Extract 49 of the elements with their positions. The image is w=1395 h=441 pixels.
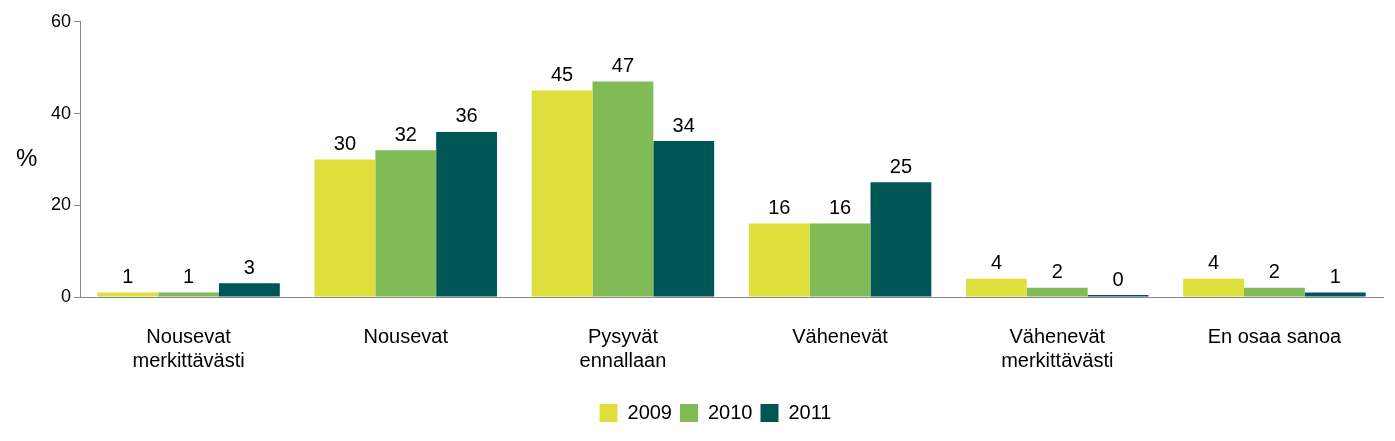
bar [653,141,715,297]
x-tick-label: Nousevat merkittävästi [132,324,245,371]
y-tick-label: 40 [50,102,72,123]
bar [809,223,871,297]
y-tick-label: 20 [50,194,72,215]
data-label: 3 [243,255,255,278]
x-tick-label: Vähenevät [792,324,889,347]
data-label: 1 [122,264,134,287]
data-label: 4 [990,251,1003,274]
data-label: 36 [455,104,478,127]
bar [870,182,932,297]
data-label: 30 [333,131,357,154]
legend-label: 2010 [708,400,753,423]
bar [158,292,220,297]
bar [592,81,654,297]
data-label: 1 [1329,264,1341,287]
x-tick-label: En osaa sanoa [1207,324,1343,347]
bar [219,283,280,297]
legend-label: 2009 [627,400,672,423]
bar [375,150,437,297]
data-label: 45 [551,63,574,86]
data-label: 4 [1208,251,1220,274]
bar [1183,278,1245,297]
bar [1304,292,1366,297]
bar [436,131,497,297]
data-label: 25 [889,154,913,177]
data-label: 0 [1112,267,1124,290]
data-label: 16 [828,196,852,219]
data-label: 2 [1268,260,1280,283]
data-label: 34 [672,113,695,136]
bar [97,292,159,297]
bar [1026,287,1088,297]
data-label: 32 [394,122,417,145]
data-label: 47 [611,53,635,76]
legend-label: 2011 [788,400,832,423]
y-axis-title: % [16,144,38,172]
y-tick-label: 0 [61,285,72,306]
bar [966,278,1027,297]
bar [1244,287,1305,297]
bar [748,223,810,297]
x-tick-label: Vähenevät merkittävästi [1001,324,1114,371]
data-label: 2 [1051,260,1063,283]
y-tick-label: 60 [50,10,72,31]
x-tick-label: Pysyvät ennallaan [579,324,667,371]
x-tick-label: Nousevat [363,324,449,347]
bar [531,90,593,297]
data-label: 16 [768,196,791,219]
data-label: 1 [183,264,195,287]
bar [314,159,376,297]
